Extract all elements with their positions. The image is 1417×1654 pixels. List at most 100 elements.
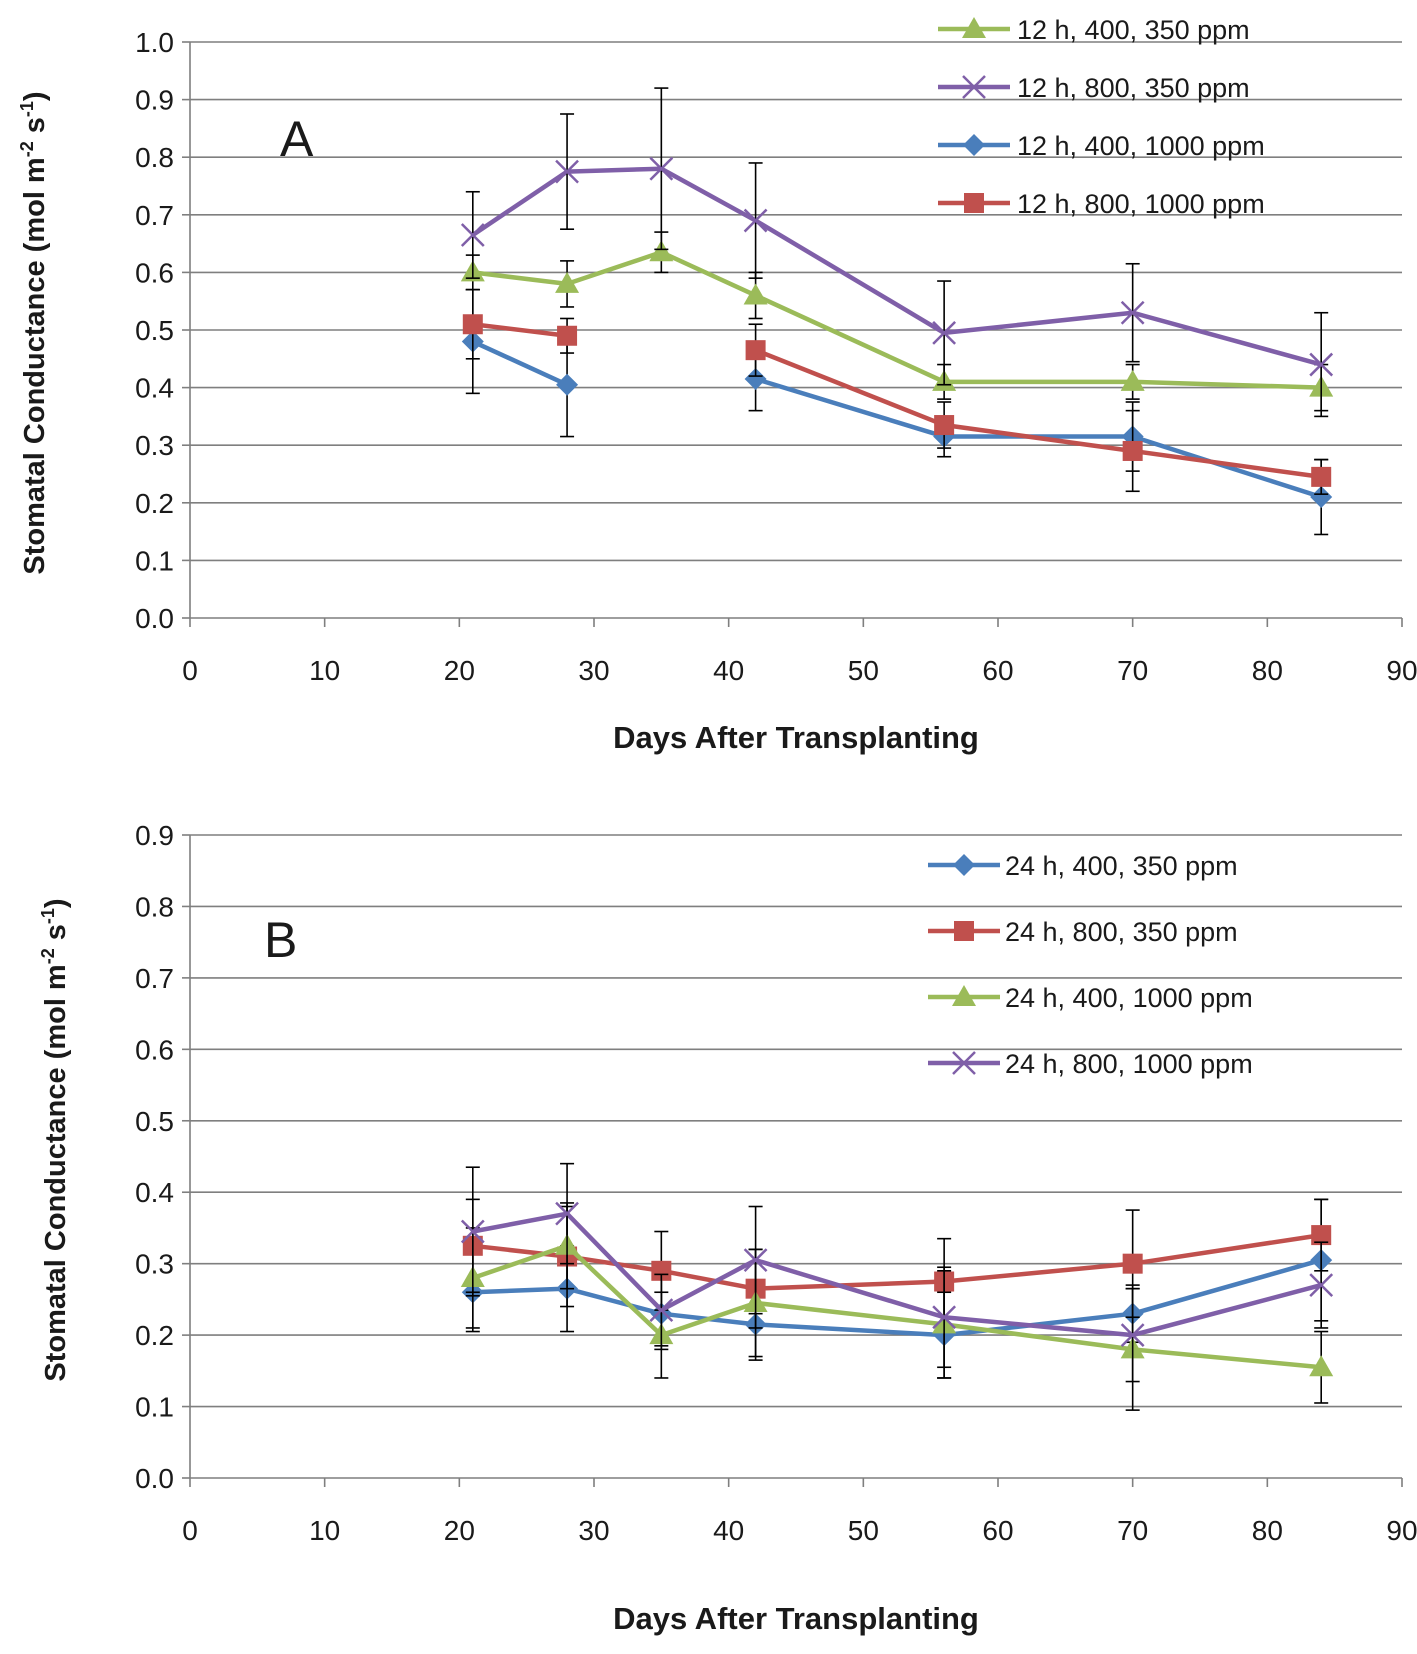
- x-marker-stroke: [555, 1201, 579, 1226]
- y-tick-label: 0.6: [135, 257, 174, 288]
- y-tick-labels: 0.0 0.1 0.2 0.3 0.4 0.5 0.6 0.7 0.8 0.9 1.0: [135, 27, 174, 634]
- data-point-6: [1120, 369, 1145, 391]
- y-tick-label: 0.4: [135, 1177, 174, 1208]
- data-point-4: [744, 367, 767, 390]
- x-marker-stroke: [932, 1305, 957, 1330]
- y-axis-label-main: Stomatal Conductance (mol m: [40, 964, 72, 1381]
- legend-label: 24 h, 400, 350 ppm: [1005, 851, 1238, 881]
- y-tick-label: 0.0: [135, 1463, 174, 1494]
- y-tick-label: 0.1: [135, 545, 174, 576]
- y-tick-label: 0.7: [135, 963, 174, 994]
- y-axis-label: Stomatal Conductance (mol m-2 s-1): [38, 898, 72, 1381]
- data-point-1: [460, 1219, 485, 1244]
- data-point-4: [743, 283, 768, 305]
- legend-label: 12 h, 400, 1000 ppm: [1017, 131, 1265, 161]
- y-axis-label-exp2: -1: [17, 101, 37, 117]
- y-tick-label: 0.2: [135, 1320, 174, 1351]
- data-point-5: [932, 320, 957, 345]
- panel-label: B: [264, 912, 297, 968]
- x-marker-stroke: [932, 320, 957, 345]
- x-marker-stroke: [460, 223, 485, 247]
- legend-label: 12 h, 400, 350 ppm: [1017, 15, 1250, 45]
- y-tick-label: 0.8: [135, 891, 174, 922]
- data-point-3: [651, 1260, 672, 1281]
- y-tick-label: 0.7: [135, 200, 174, 231]
- axes: [182, 834, 1403, 1487]
- data-point-6: [1122, 1253, 1143, 1274]
- data-point-legend: [962, 17, 986, 38]
- x-tick-label: 40: [713, 1515, 744, 1546]
- data-point-2: [555, 271, 580, 293]
- panel-label: A: [280, 111, 314, 167]
- data-series: [460, 1162, 1334, 1411]
- y-tick-label: 0.5: [135, 1106, 174, 1137]
- data-series: [460, 87, 1334, 536]
- data-point-5: [932, 1305, 957, 1330]
- series-line: [472, 1232, 1322, 1291]
- series-4: [460, 1162, 1334, 1383]
- x-tick-label: 30: [578, 655, 609, 686]
- x-tick-label: 0: [182, 1515, 198, 1546]
- x-marker-stroke: [952, 1051, 976, 1075]
- x-marker-stroke: [460, 1219, 485, 1244]
- x-tick-label: 60: [982, 1515, 1013, 1546]
- data-point-legend: [963, 134, 985, 156]
- x-tick-label: 90: [1386, 1515, 1417, 1546]
- legend-item-1: 24 h, 400, 350 ppm: [928, 851, 1238, 881]
- data-point-legend: [952, 985, 976, 1006]
- series-2: [460, 87, 1334, 418]
- legend-label: 24 h, 800, 350 ppm: [1005, 917, 1238, 947]
- x-tick-label: 70: [1117, 1515, 1148, 1546]
- x-marker-stroke: [1309, 352, 1334, 377]
- x-tick-label: 20: [444, 1515, 475, 1546]
- data-point-2: [555, 159, 579, 184]
- y-tick-label: 0.9: [135, 820, 174, 851]
- x-tick-label: 80: [1252, 655, 1283, 686]
- x-marker-stroke: [649, 1298, 674, 1322]
- x-tick-label: 30: [578, 1515, 609, 1546]
- y-tick-label: 1.0: [135, 27, 174, 58]
- data-point-7: [1311, 1225, 1332, 1246]
- y-tick-label: 0.9: [135, 85, 174, 116]
- y-axis-label-end: ): [40, 898, 72, 908]
- legend-item-2: 24 h, 800, 350 ppm: [928, 917, 1238, 947]
- y-tick-label: 0.3: [135, 430, 174, 461]
- data-point-4: [745, 340, 766, 361]
- series-4: [462, 288, 1332, 495]
- x-marker-stroke: [555, 159, 579, 184]
- chart-panel-b: 0.0 0.1 0.2 0.3 0.4 0.5 0.6 0.7 0.8 0.9 0 10 20 30 40…: [38, 820, 1417, 1636]
- data-point-3: [649, 1298, 674, 1322]
- gridlines: [190, 41, 1402, 562]
- data-point-6: [1120, 300, 1145, 325]
- legend: 12 h, 400, 350 ppm 12 h, 800, 350 ppm 12 h…: [938, 15, 1265, 219]
- data-point-7: [1310, 486, 1333, 509]
- y-tick-label: 0.4: [135, 373, 174, 404]
- data-point-3: [649, 240, 674, 262]
- data-point-2: [555, 1201, 579, 1226]
- legend-item-4: 24 h, 800, 1000 ppm: [928, 1049, 1253, 1079]
- data-point-2: [556, 373, 579, 396]
- data-point-7: [1309, 352, 1334, 377]
- x-tick-label: 50: [848, 655, 879, 686]
- x-marker-stroke: [1120, 300, 1145, 325]
- axes: [182, 41, 1403, 627]
- legend-label: 24 h, 800, 1000 ppm: [1005, 1049, 1253, 1079]
- y-tick-label: 0.0: [135, 603, 174, 634]
- series-1: [461, 1198, 1333, 1379]
- chart-panel-a: 0.0 0.1 0.2 0.3 0.4 0.5 0.6 0.7 0.8 0.9 1.0 0 10 20 3…: [17, 15, 1417, 755]
- series-line: [472, 322, 568, 338]
- x-axis-label: Days After Transplanting: [613, 720, 979, 755]
- x-tick-label: 10: [309, 655, 340, 686]
- x-tick-labels: 0 10 20 30 40 50 60 70 80 90: [182, 655, 1417, 686]
- y-axis-label-exp2: -1: [38, 908, 58, 924]
- x-axis-label: Days After Transplanting: [613, 1601, 979, 1636]
- legend-item-2: 12 h, 800, 350 ppm: [938, 73, 1250, 103]
- data-point-legend: [952, 1051, 976, 1075]
- data-point-legend: [962, 75, 986, 99]
- series-line: [754, 348, 1322, 480]
- x-tick-labels: 0 10 20 30 40 50 60 70 80 90: [182, 1515, 1417, 1546]
- data-point-legend: [953, 854, 975, 876]
- legend: 24 h, 400, 350 ppm 24 h, 800, 350 ppm 24 h…: [928, 851, 1253, 1079]
- x-marker-stroke: [962, 75, 986, 99]
